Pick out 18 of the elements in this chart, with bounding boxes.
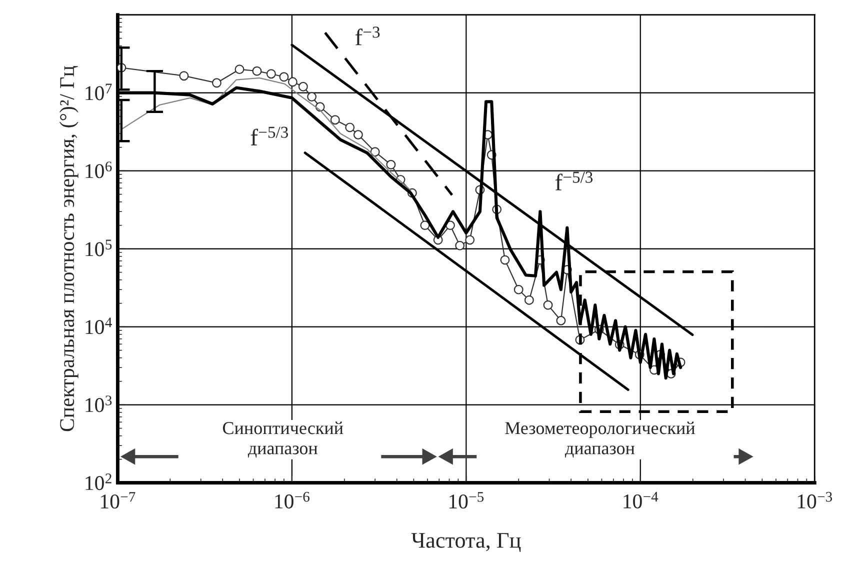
- y-tick-label: 10$^{5}$: [86, 240, 112, 256]
- annotation: Синоптический диапазон: [222, 422, 344, 458]
- x-tick-label: 10$^{−5}$: [449, 492, 484, 509]
- y-tick-label: 10$^{2}$: [86, 474, 112, 490]
- annotation: f$^{−5/3}$: [555, 172, 593, 190]
- y-axis-title: Спектральная плотность энергия, (°)²/ Гц: [59, 66, 78, 432]
- y-tick-label: 10$^{6}$: [86, 162, 112, 178]
- annotation: f$^{−5/3}$: [250, 126, 288, 146]
- y-tick-label: 10$^{7}$: [86, 84, 112, 100]
- x-tick-label: 10$^{−4}$: [624, 492, 658, 508]
- x-tick-label: 10$^{−6}$: [275, 492, 310, 508]
- annotation: Мезометеорологический диапазон: [505, 422, 695, 458]
- x-tick-label: 10$^{−3}$: [798, 492, 832, 508]
- x-axis-title: Частота, Гц: [411, 533, 521, 552]
- x-tick-label: 10$^{−7}$: [101, 492, 136, 509]
- y-tick-label: 10$^{4}$: [86, 318, 112, 334]
- y-tick-label: 10$^{3}$: [86, 396, 112, 412]
- annotation: f$^{−3}$: [355, 26, 380, 46]
